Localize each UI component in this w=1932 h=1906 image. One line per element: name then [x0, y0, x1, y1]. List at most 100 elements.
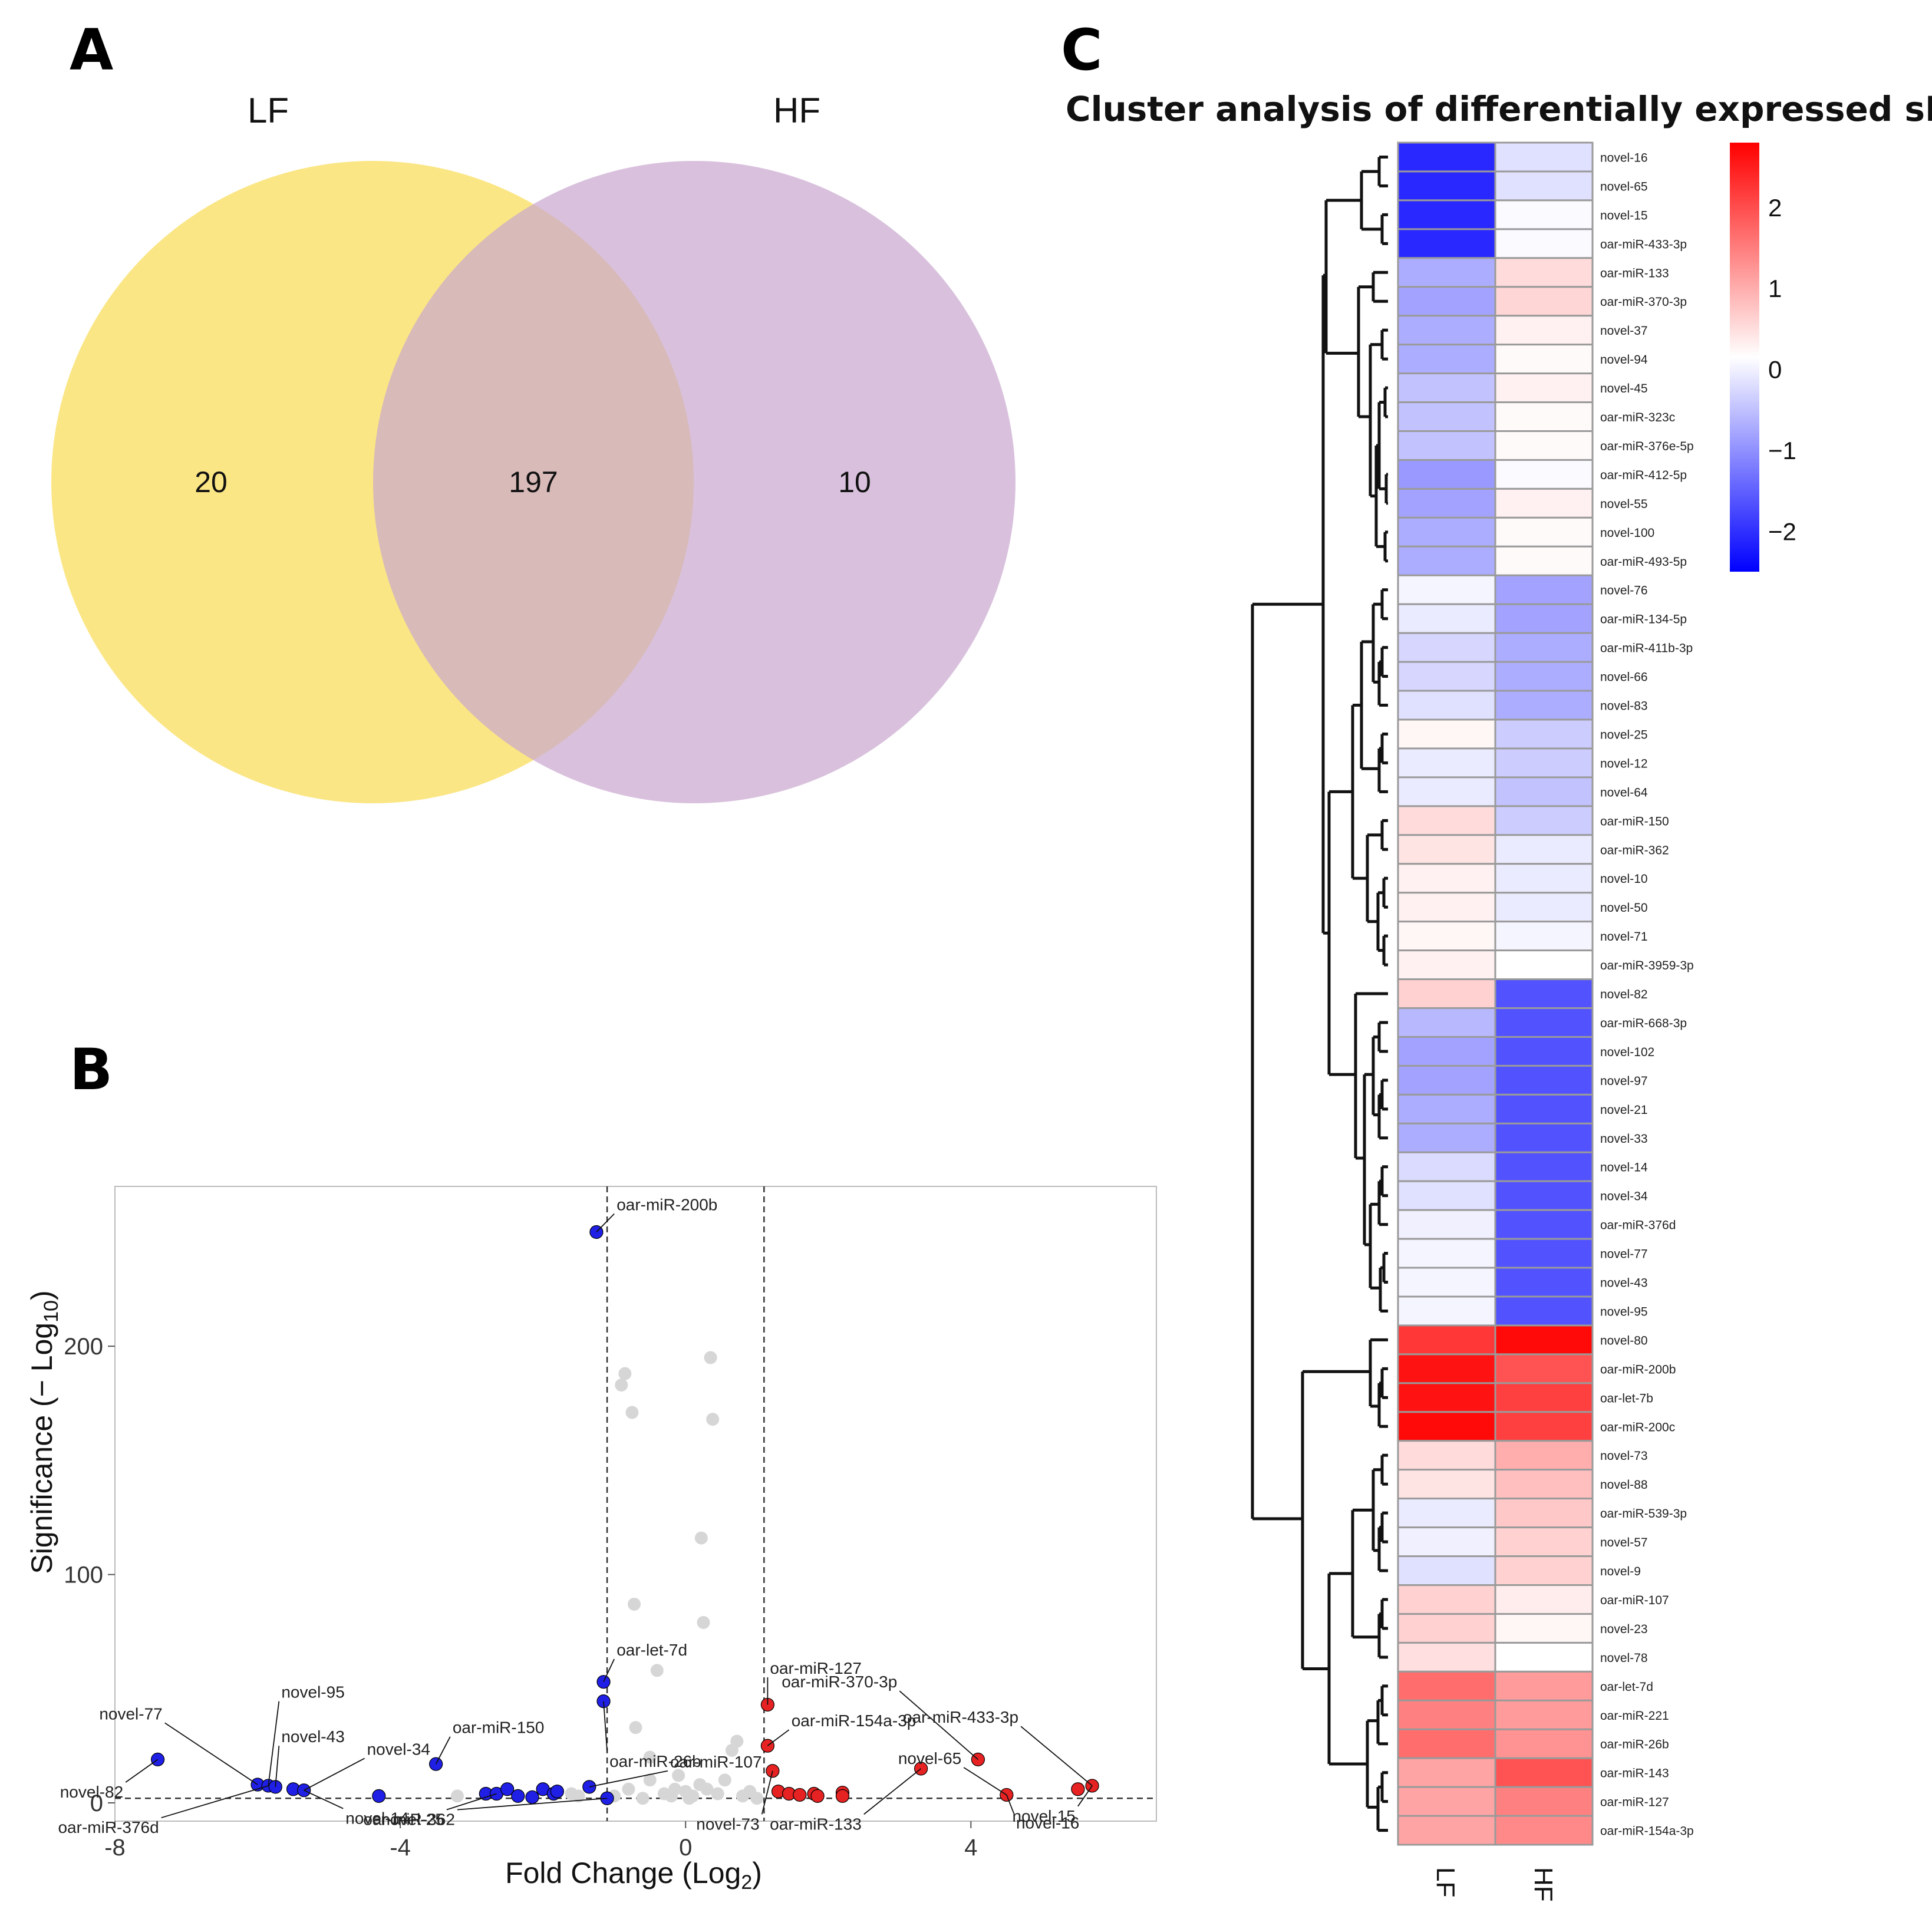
heatmap-cell — [1397, 1295, 1496, 1327]
point-not-significant — [686, 1789, 700, 1803]
point-annotation-label: novel-95 — [281, 1683, 344, 1701]
heatmap-cell — [1397, 574, 1496, 605]
heatmap-cell — [1494, 1093, 1594, 1125]
heatmap-cell — [1494, 372, 1594, 404]
annotation-leader — [603, 1658, 615, 1683]
heatmap-row-label: novel-88 — [1600, 1478, 1648, 1492]
heatmap-row-label: oar-miR-221 — [1600, 1709, 1669, 1723]
heatmap-row-label: novel-65 — [1600, 180, 1648, 193]
venn-label-lf: LF — [248, 91, 289, 130]
heatmap-row-label: novel-95 — [1600, 1305, 1648, 1318]
panel-letter-a: A — [70, 17, 113, 83]
heatmap-cell — [1494, 1324, 1594, 1356]
heatmap-row-label: novel-37 — [1600, 324, 1648, 338]
heatmap-cell — [1494, 1295, 1594, 1327]
heatmap-cell — [1397, 315, 1496, 346]
heatmap-row-label: novel-34 — [1600, 1190, 1648, 1203]
y-tick-label: 0 — [90, 1790, 103, 1816]
point-not-significant — [697, 1615, 710, 1629]
y-tick-label: 200 — [64, 1334, 103, 1360]
heatmap-cell — [1494, 430, 1594, 461]
point-not-significant — [628, 1597, 641, 1611]
heatmap-row-label: novel-80 — [1600, 1334, 1648, 1347]
heatmap-row-label: novel-12 — [1600, 757, 1648, 770]
heatmap-cell — [1494, 921, 1594, 952]
point-not-significant — [700, 1782, 714, 1796]
point-not-significant — [615, 1379, 628, 1392]
heatmap-cell — [1494, 574, 1594, 605]
heatmap-cell — [1494, 228, 1594, 259]
annotation-leader — [161, 1785, 269, 1819]
heatmap-dendrogram — [1251, 155, 1388, 1832]
heatmap-cell — [1494, 632, 1594, 663]
heatmap-row-label: novel-76 — [1600, 584, 1648, 598]
heatmap-cell — [1494, 1064, 1594, 1096]
heatmap-title: Cluster analysis of differentially expre… — [1066, 89, 1932, 129]
heatmap-cell — [1397, 1641, 1496, 1673]
heatmap-cell — [1494, 1699, 1594, 1730]
heatmap-cell — [1494, 344, 1594, 375]
point-annotation-label: novel-25 — [381, 1811, 444, 1829]
heatmap-cell — [1397, 632, 1496, 663]
heatmap-row-label: oar-miR-154a-3p — [1600, 1825, 1694, 1838]
point-annotation-label: oar-let-7d — [616, 1641, 687, 1659]
heatmap-row-label: novel-94 — [1600, 353, 1648, 367]
heatmap-cell — [1397, 776, 1496, 807]
point-downregulated — [372, 1789, 386, 1803]
heatmap-color-legend — [1730, 143, 1759, 572]
heatmap-row-label: novel-82 — [1600, 988, 1648, 1001]
heatmap-cell — [1397, 1469, 1496, 1500]
annotation-leader — [446, 1793, 497, 1811]
heatmap-cell — [1397, 545, 1496, 576]
heatmap-cell — [1397, 1007, 1496, 1038]
heatmap-cell — [1494, 516, 1594, 548]
heatmap-row-label: novel-77 — [1600, 1248, 1648, 1261]
heatmap-cell — [1397, 834, 1496, 865]
heatmap-cell — [1494, 1036, 1594, 1067]
point-upregulated — [810, 1789, 825, 1803]
heatmap-cell — [1397, 805, 1496, 836]
point-annotation-label: oar-miR-376d — [58, 1818, 159, 1836]
heatmap-cell — [1397, 401, 1496, 432]
heatmap-cell — [1397, 1267, 1496, 1298]
volcano-plot: -8 -4 0 4 0 100 200 oar-miR-200b oar-let-7d oar-… — [25, 1186, 1157, 1894]
venn-count-hf-only: 10 — [838, 466, 871, 499]
heatmap-cell — [1494, 978, 1594, 1010]
heatmap-cell — [1494, 603, 1594, 634]
heatmap-row-label: oar-miR-411b-3p — [1600, 642, 1693, 655]
heatmap-row-label: oar-miR-323c — [1600, 411, 1675, 424]
heatmap-row-label: oar-let-7b — [1600, 1391, 1653, 1405]
heatmap-cell — [1494, 805, 1594, 836]
heatmap-cell — [1397, 141, 1496, 173]
x-tick-label: 0 — [679, 1835, 692, 1861]
heatmap-cell — [1494, 459, 1594, 490]
x-tick-label: 4 — [964, 1835, 977, 1861]
heatmap-row-label: novel-21 — [1600, 1103, 1648, 1117]
heatmap-cell — [1494, 1498, 1594, 1529]
heatmap-cell — [1397, 921, 1496, 952]
point-annotation-label: oar-miR-133 — [770, 1815, 862, 1833]
heatmap-row-label: oar-miR-26b — [1600, 1738, 1669, 1752]
volcano-x-axis-title: Fold Change (Log2) — [505, 1856, 762, 1894]
heatmap-row-label: oar-miR-539-3p — [1600, 1507, 1687, 1521]
heatmap-cell — [1494, 1267, 1594, 1298]
volcano-threshold-lines — [115, 1186, 1156, 1821]
heatmap-cell — [1494, 1238, 1594, 1269]
panel-letter-c: C — [1061, 17, 1102, 83]
venn-circle-hf — [373, 161, 1016, 803]
heatmap-cell — [1397, 1498, 1496, 1529]
heatmap-cell — [1494, 1469, 1594, 1500]
heatmap-row-label: oar-miR-376d — [1600, 1219, 1676, 1232]
point-not-significant — [704, 1351, 717, 1364]
x-tick-label: -8 — [104, 1835, 126, 1861]
heatmap-cell — [1397, 978, 1496, 1010]
volcano-ticks: -8 -4 0 4 0 100 200 — [64, 1334, 977, 1861]
point-annotation-label: oar-miR-127 — [770, 1659, 862, 1677]
heatmap-row-label: oar-miR-107 — [1600, 1594, 1669, 1607]
annotation-leader — [603, 1701, 608, 1752]
point-not-significant — [643, 1773, 657, 1787]
heatmap-row-label: oar-miR-370-3p — [1600, 295, 1687, 309]
point-annotation-label: oar-miR-154a-3p — [792, 1712, 916, 1730]
heatmap-cell — [1494, 545, 1594, 576]
